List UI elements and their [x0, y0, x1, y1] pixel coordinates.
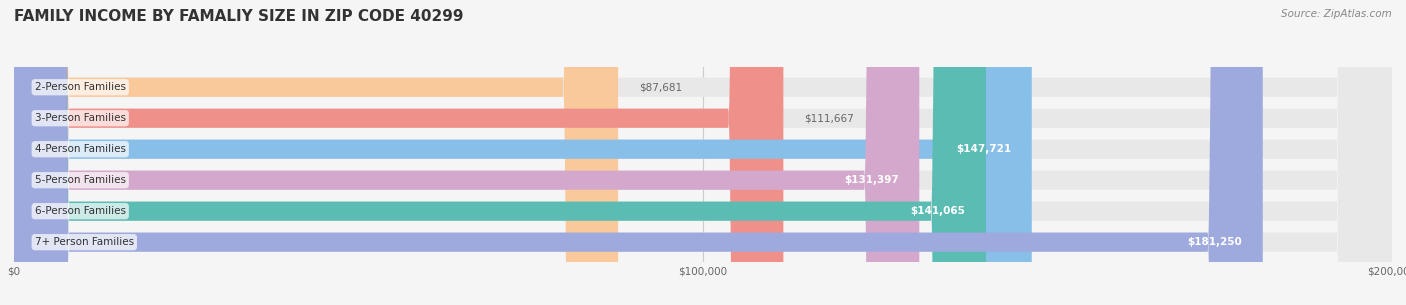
- FancyBboxPatch shape: [14, 0, 783, 305]
- FancyBboxPatch shape: [14, 0, 1392, 305]
- Text: $131,397: $131,397: [844, 175, 898, 185]
- Text: $147,721: $147,721: [956, 144, 1011, 154]
- FancyBboxPatch shape: [14, 0, 1263, 305]
- FancyBboxPatch shape: [14, 0, 1032, 305]
- FancyBboxPatch shape: [14, 0, 1392, 305]
- Text: 2-Person Families: 2-Person Families: [35, 82, 125, 92]
- FancyBboxPatch shape: [14, 0, 1392, 305]
- Text: 5-Person Families: 5-Person Families: [35, 175, 125, 185]
- Text: $87,681: $87,681: [638, 82, 682, 92]
- Text: 7+ Person Families: 7+ Person Families: [35, 237, 134, 247]
- FancyBboxPatch shape: [14, 0, 1392, 305]
- Text: FAMILY INCOME BY FAMALIY SIZE IN ZIP CODE 40299: FAMILY INCOME BY FAMALIY SIZE IN ZIP COD…: [14, 9, 464, 24]
- Text: 6-Person Families: 6-Person Families: [35, 206, 125, 216]
- Text: $181,250: $181,250: [1187, 237, 1241, 247]
- FancyBboxPatch shape: [14, 0, 920, 305]
- Text: Source: ZipAtlas.com: Source: ZipAtlas.com: [1281, 9, 1392, 19]
- Text: 3-Person Families: 3-Person Families: [35, 113, 125, 123]
- FancyBboxPatch shape: [14, 0, 1392, 305]
- Text: $111,667: $111,667: [804, 113, 853, 123]
- Text: 4-Person Families: 4-Person Families: [35, 144, 125, 154]
- FancyBboxPatch shape: [14, 0, 986, 305]
- FancyBboxPatch shape: [14, 0, 619, 305]
- FancyBboxPatch shape: [14, 0, 1392, 305]
- Text: $141,065: $141,065: [910, 206, 966, 216]
